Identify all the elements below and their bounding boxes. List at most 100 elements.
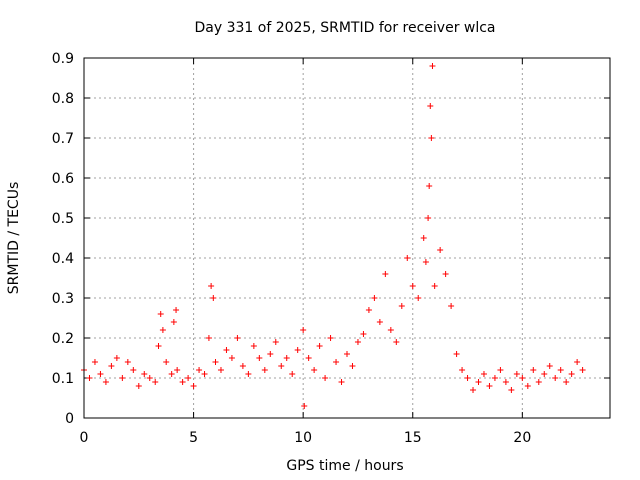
data-point (190, 383, 197, 389)
data-point (311, 367, 318, 373)
data-point (491, 375, 498, 381)
data-point (365, 307, 372, 313)
data-point (431, 283, 438, 289)
data-point (349, 363, 356, 369)
data-point (130, 367, 137, 373)
data-point (170, 319, 177, 325)
data-point (256, 355, 263, 361)
data-point (234, 335, 241, 341)
data-point (502, 379, 509, 385)
data-point (360, 331, 367, 337)
data-point (228, 355, 235, 361)
data-point (530, 367, 537, 373)
y-tick-label: 0.4 (52, 251, 74, 267)
data-point (278, 363, 285, 369)
data-point (557, 367, 564, 373)
data-point (546, 363, 553, 369)
data-point (113, 355, 120, 361)
data-point (464, 375, 471, 381)
data-point (124, 359, 131, 365)
data-point (480, 371, 487, 377)
data-point (398, 303, 405, 309)
data-point (185, 375, 192, 381)
y-tick-label: 0.1 (52, 371, 74, 387)
plot-frame (83, 57, 611, 419)
data-point (470, 387, 477, 393)
gridlines (84, 58, 610, 418)
data-point (338, 379, 345, 385)
data-point (415, 295, 422, 301)
data-point (425, 215, 432, 221)
data-point (91, 359, 98, 365)
data-point (159, 327, 166, 333)
y-tick-label: 0.2 (52, 331, 74, 347)
data-point (196, 367, 203, 373)
data-point (210, 295, 217, 301)
data-point (155, 343, 162, 349)
data-point (212, 359, 219, 365)
data-point (563, 379, 570, 385)
data-point (428, 135, 435, 141)
y-tick-label: 0 (65, 411, 74, 427)
data-point (86, 375, 93, 381)
data-point (382, 271, 389, 277)
data-point (283, 355, 290, 361)
data-point (387, 327, 394, 333)
y-tick-label: 0.6 (52, 171, 74, 187)
data-point (294, 347, 301, 353)
data-point (344, 351, 350, 357)
data-point (301, 403, 308, 409)
data-point (508, 387, 515, 393)
data-point (135, 383, 142, 389)
data-point (427, 103, 434, 109)
data-point (429, 63, 436, 69)
data-point (442, 271, 449, 277)
y-tick-label: 0.5 (52, 211, 74, 227)
data-point (513, 371, 520, 377)
data-point (261, 367, 268, 373)
data-point (426, 183, 433, 189)
x-tick-label: 20 (513, 430, 531, 446)
x-axis-label: GPS time / hours (286, 458, 403, 474)
x-tick-label: 0 (80, 430, 89, 446)
data-point (475, 379, 482, 385)
data-point (453, 351, 460, 357)
data-point (217, 367, 224, 373)
data-point (102, 379, 109, 385)
data-point (448, 303, 455, 309)
data-point (393, 339, 400, 345)
x-tick-label: 5 (189, 430, 198, 446)
data-point (174, 367, 181, 373)
data-point (239, 363, 246, 369)
data-point (289, 371, 296, 377)
x-tick-label: 15 (404, 430, 422, 446)
data-point (205, 335, 212, 341)
data-point (541, 371, 548, 377)
data-point (524, 383, 531, 389)
data-point (420, 235, 427, 241)
data-point (437, 247, 444, 253)
data-point (535, 379, 542, 385)
data-point (579, 367, 586, 373)
data-point (322, 375, 329, 381)
data-point (574, 359, 581, 365)
data-point (404, 255, 411, 261)
data-point (245, 371, 252, 377)
data-point (173, 307, 180, 313)
data-point (146, 375, 153, 381)
data-point (552, 375, 559, 381)
y-axis-label: SRMTID / TECUs (6, 182, 22, 295)
chart-title: Day 331 of 2025, SRMTID for receiver wlc… (194, 20, 495, 36)
data-point (272, 339, 279, 345)
data-point (300, 327, 307, 333)
data-point (409, 283, 416, 289)
data-point (305, 355, 312, 361)
data-point (119, 375, 126, 381)
data-point (354, 339, 361, 345)
data-point (422, 259, 429, 265)
data-point (250, 343, 257, 349)
data-point (316, 343, 323, 349)
data-point (376, 319, 383, 325)
x-tick-label: 10 (294, 430, 312, 446)
